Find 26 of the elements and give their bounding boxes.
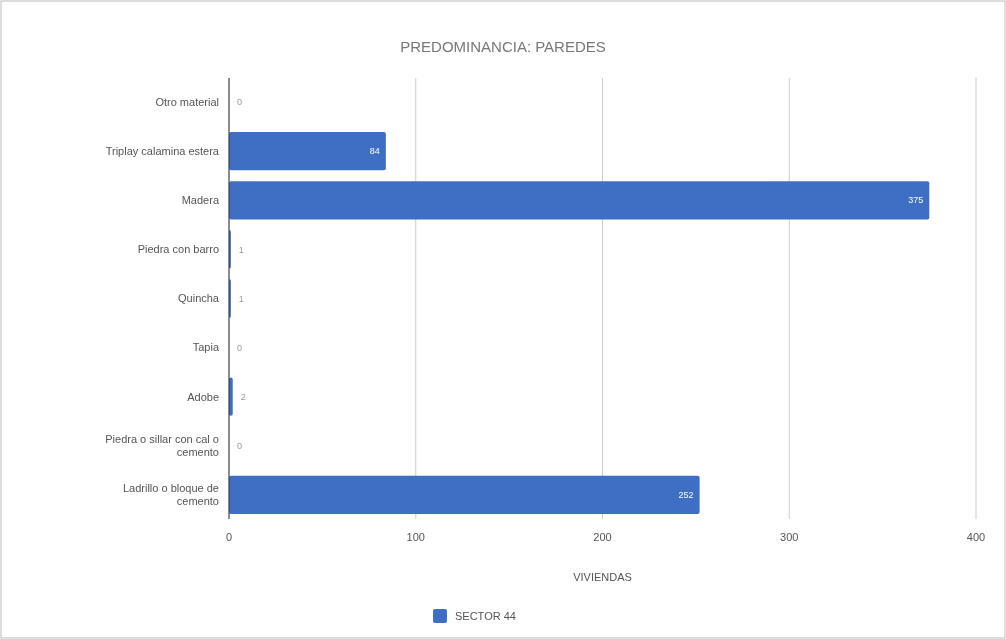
- y-tick-label: Otro material: [155, 95, 219, 108]
- x-axis-title: VIVIENDAS: [573, 571, 632, 583]
- y-tick-label: Adobe: [187, 390, 219, 403]
- data-label: 252: [678, 490, 694, 501]
- data-label: 375: [908, 195, 924, 206]
- data-label: 1: [238, 293, 244, 304]
- y-tick-label: Tapia: [192, 341, 220, 354]
- x-tick-label: 0: [225, 531, 233, 543]
- chart-title: PREDOMINANCIA: PAREDES: [400, 38, 606, 55]
- legend-label: SECTOR 44: [455, 609, 516, 622]
- x-tick-label: 100: [406, 531, 425, 543]
- x-tick-label: 400: [966, 531, 986, 543]
- y-tick-label: Ladrillo o bloque de cemento: [122, 482, 219, 508]
- y-tick-label: Madera: [181, 194, 220, 207]
- data-label: 0: [237, 440, 243, 451]
- x-tick-label: 300: [780, 531, 799, 543]
- y-tick-label: Piedra con barro: [137, 243, 219, 256]
- data-label: 84: [369, 146, 380, 157]
- data-label: 1: [238, 244, 244, 255]
- data-label: 2: [240, 391, 246, 402]
- y-tick-label: Quincha: [178, 292, 220, 305]
- data-label: 0: [237, 97, 243, 108]
- x-tick-label: 200: [593, 531, 612, 543]
- data-label: 0: [237, 342, 243, 353]
- y-tick-label: Triplay calamina estera: [105, 145, 220, 158]
- y-tick-label: Piedra o sillar con cal o cemento: [105, 433, 219, 459]
